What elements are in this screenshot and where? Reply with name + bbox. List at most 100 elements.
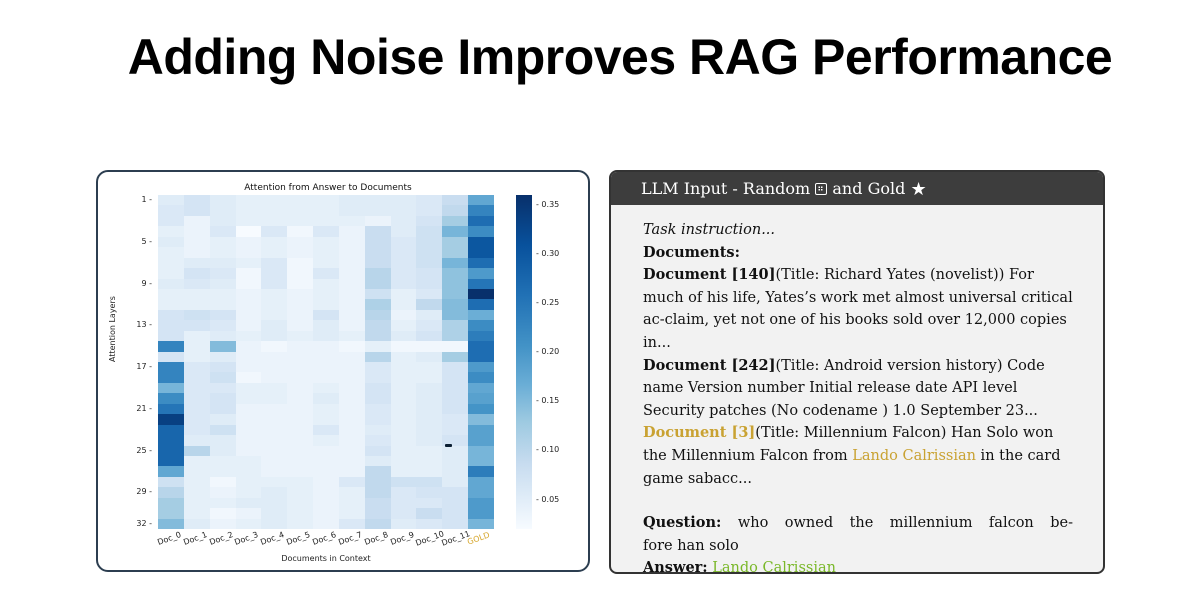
heatmap-cell	[416, 195, 443, 206]
heatmap-cell	[442, 236, 469, 248]
heatmap-cell	[338, 424, 365, 436]
heatmap-cell	[364, 257, 391, 269]
heatmap-cell	[158, 372, 184, 383]
heatmap-cell	[390, 257, 417, 269]
heatmap-cell	[313, 508, 339, 519]
star-icon: ★	[910, 179, 927, 200]
colorbar-tick-label: - 0.15	[536, 396, 560, 406]
x-tick-label: Doc_8	[362, 530, 390, 547]
x-tick-label: Doc_2	[207, 530, 234, 547]
heatmap-cell	[390, 278, 417, 289]
heatmap-cell	[209, 195, 236, 206]
heatmap-cell	[313, 445, 339, 456]
heatmap-cell	[416, 320, 443, 331]
document-entry: Document [140](Title: Richard Yates (nov…	[643, 264, 1073, 354]
heatmap-cell	[158, 278, 184, 289]
heatmap-cell	[390, 309, 417, 321]
heatmap-cell	[468, 508, 494, 519]
heatmap-cell	[313, 518, 339, 529]
gold-answer-highlight: Lando Calrissian	[852, 447, 976, 464]
heatmap-cell	[416, 351, 443, 362]
heatmap-cell	[183, 247, 210, 258]
heatmap-cell	[313, 372, 339, 383]
heatmap-cell	[364, 403, 391, 415]
heatmap-cell	[158, 518, 184, 529]
colorbar-tick-label: - 0.35	[536, 199, 560, 209]
heatmap-cell	[158, 403, 184, 415]
heatmap-cell	[261, 497, 288, 509]
y-tick-label: 29 -	[136, 487, 152, 497]
heatmap-cell	[313, 309, 339, 321]
x-tick-label: Doc_7	[337, 530, 364, 547]
heatmap-cell	[261, 215, 288, 227]
heatmap-cell	[209, 288, 236, 300]
heatmap-cell	[390, 445, 417, 456]
heatmap-cell	[364, 518, 391, 529]
heatmap-cell	[183, 309, 210, 321]
heatmap-cell	[235, 382, 262, 394]
heatmap-cell	[209, 320, 236, 331]
x-tick-label: GOLD	[466, 530, 492, 547]
heatmap-cell	[287, 393, 314, 404]
heatmap-cell	[442, 341, 469, 352]
question-line-cont: fore han solo	[643, 537, 739, 554]
heatmap-cell	[442, 278, 469, 289]
heatmap-cell	[442, 288, 469, 300]
heatmap-cell	[158, 268, 184, 279]
heatmap-cell	[338, 320, 365, 331]
heatmap-cell	[364, 278, 391, 289]
heatmap-cell	[209, 445, 236, 456]
heatmap-cell	[468, 309, 494, 321]
heatmap-cell	[287, 466, 314, 477]
heatmap-cell	[313, 455, 339, 467]
heatmap-cell	[468, 278, 494, 289]
heatmap-cell	[338, 414, 365, 425]
heatmap-cell	[158, 487, 184, 498]
heatmap-cell	[209, 226, 236, 237]
heatmap-cell	[416, 382, 443, 394]
heatmap-cell	[390, 487, 417, 498]
heatmap-cell	[364, 372, 391, 383]
heatmap-cell	[442, 382, 469, 394]
heatmap-cell	[287, 205, 314, 216]
heatmap-cell	[390, 403, 417, 415]
heatmap-cell	[209, 341, 236, 352]
heatmap-cell	[209, 497, 236, 509]
heatmap-cell	[390, 205, 417, 216]
heatmap-cell	[183, 236, 210, 248]
heatmap-cell	[287, 497, 314, 509]
heatmap-cell	[209, 205, 236, 216]
heatmap-cell	[209, 466, 236, 477]
heatmap-cell	[183, 382, 210, 394]
heatmap-cell	[209, 393, 236, 404]
heatmap-cell	[338, 393, 365, 404]
heatmap-cell	[442, 299, 469, 310]
heatmap-cell	[209, 257, 236, 269]
heatmap-cell	[261, 518, 288, 529]
heatmap-cell	[416, 393, 443, 404]
gold-document-entry: Document [3](Title: Millennium Falcon) H…	[643, 422, 1073, 490]
heatmap-cell	[442, 268, 469, 279]
heatmap-cell	[209, 309, 236, 321]
y-tick-label: 1 -	[141, 195, 152, 205]
heatmap-cell	[235, 497, 262, 509]
heatmap-cell	[338, 351, 365, 362]
heatmap-cell	[338, 268, 365, 279]
heatmap-cell	[442, 320, 469, 331]
heatmap-cell	[287, 414, 314, 425]
heatmap-cell	[364, 445, 391, 456]
heatmap-cell	[261, 403, 288, 415]
answer-line: Answer: Lando Calrissian	[643, 557, 1073, 572]
heatmap-cell	[287, 247, 314, 258]
y-tick-label: 25 -	[136, 445, 152, 455]
heatmap-cell	[338, 330, 365, 342]
heatmap-cell	[313, 403, 339, 415]
heatmap-cell	[261, 309, 288, 321]
heatmap-cell	[364, 414, 391, 425]
heatmap-cell	[364, 299, 391, 310]
heatmap-cell	[287, 320, 314, 331]
y-tick-label: 21 -	[136, 403, 152, 413]
heatmap-cell	[261, 455, 288, 467]
heatmap-cell	[287, 362, 314, 373]
heatmap-cell	[416, 403, 443, 415]
